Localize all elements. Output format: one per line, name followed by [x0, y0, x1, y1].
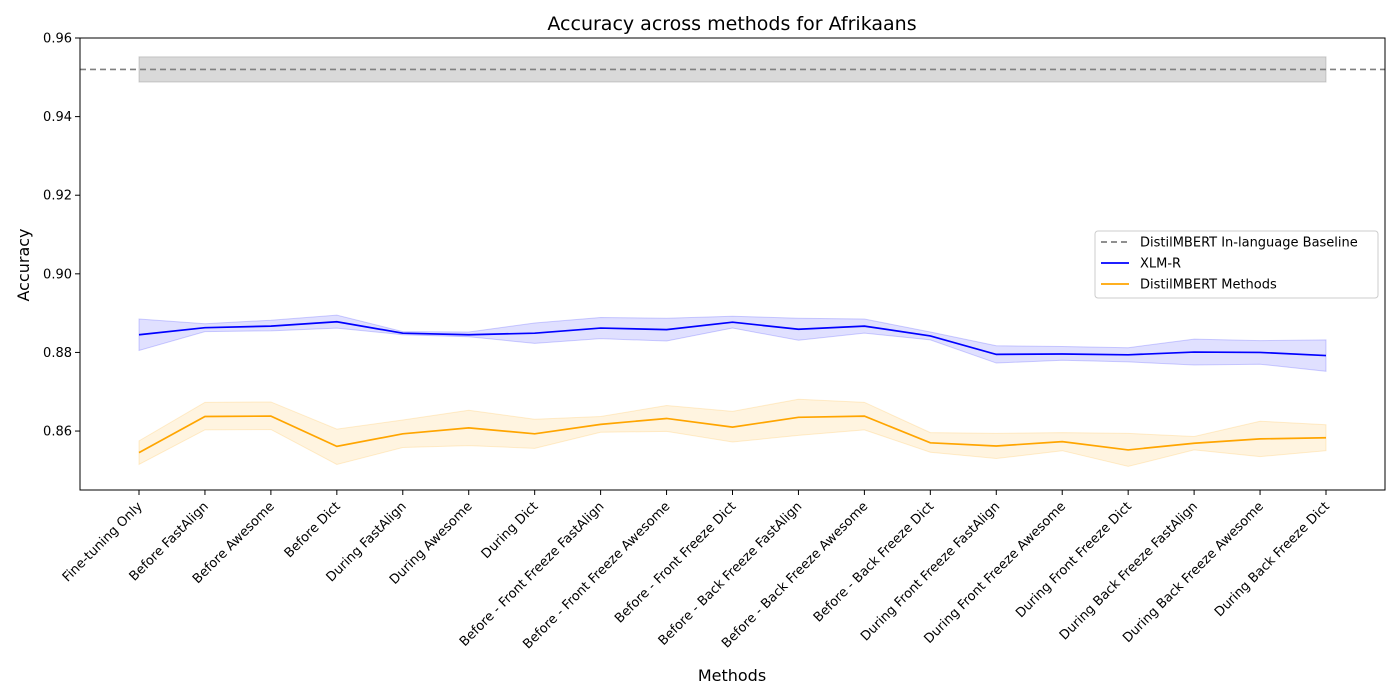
y-axis-title: Accuracy [14, 228, 33, 301]
x-tick-label: Before - Front Freeze Dict [612, 499, 739, 626]
y-tick-label: 0.96 [43, 32, 72, 47]
chart-title: Accuracy across methods for Afrikaans [547, 13, 916, 35]
x-tick-label: During Front Freeze Dict [1013, 499, 1135, 621]
x-tick-label: During Back Freeze Dict [1212, 499, 1333, 620]
x-tick-label: Before - Back Freeze Dict [811, 499, 937, 625]
legend-label-xlm-r: XLM-R [1140, 257, 1181, 272]
xlm-r-confidence-band [138, 314, 1327, 372]
x-tick-label: Before Dict [282, 499, 344, 561]
y-tick-label: 0.94 [43, 110, 72, 125]
y-tick-label: 0.86 [43, 425, 72, 440]
x-tick-label: Before - Back Freeze Awesome [719, 499, 871, 651]
y-tick-label: 0.90 [43, 267, 72, 282]
legend-label-baseline: DistilMBERT In-language Baseline [1140, 236, 1358, 251]
y-axis: 0.86 0.88 0.90 0.92 0.94 0.96 [43, 32, 80, 440]
x-tick-label: During Dict [479, 499, 542, 562]
x-tick-label: Before - Front Freeze Awesome [520, 499, 673, 652]
x-tick-label: Before - Back Freeze FastAlign [656, 499, 805, 648]
x-tick-label: During Front Freeze Awesome [921, 499, 1069, 647]
legend: DistilMBERT In-language Baseline XLM-R Dis… [1094, 230, 1379, 299]
x-axis-title: Methods [698, 666, 766, 685]
x-tick-label: During Front Freeze FastAlign [858, 499, 1003, 644]
y-tick-label: 0.88 [43, 346, 72, 361]
distilmbert-methods-confidence-band [138, 398, 1327, 467]
x-tick-label: Before - Front Freeze FastAlign [457, 499, 607, 649]
x-tick-label: During Back Freeze Awesome [1120, 499, 1267, 646]
y-tick-label: 0.92 [43, 189, 72, 204]
legend-label-distilmbert-methods: DistilMBERT Methods [1140, 278, 1277, 293]
x-tick-label: During Back Freeze FastAlign [1057, 499, 1201, 643]
legend-box [1094, 230, 1379, 299]
